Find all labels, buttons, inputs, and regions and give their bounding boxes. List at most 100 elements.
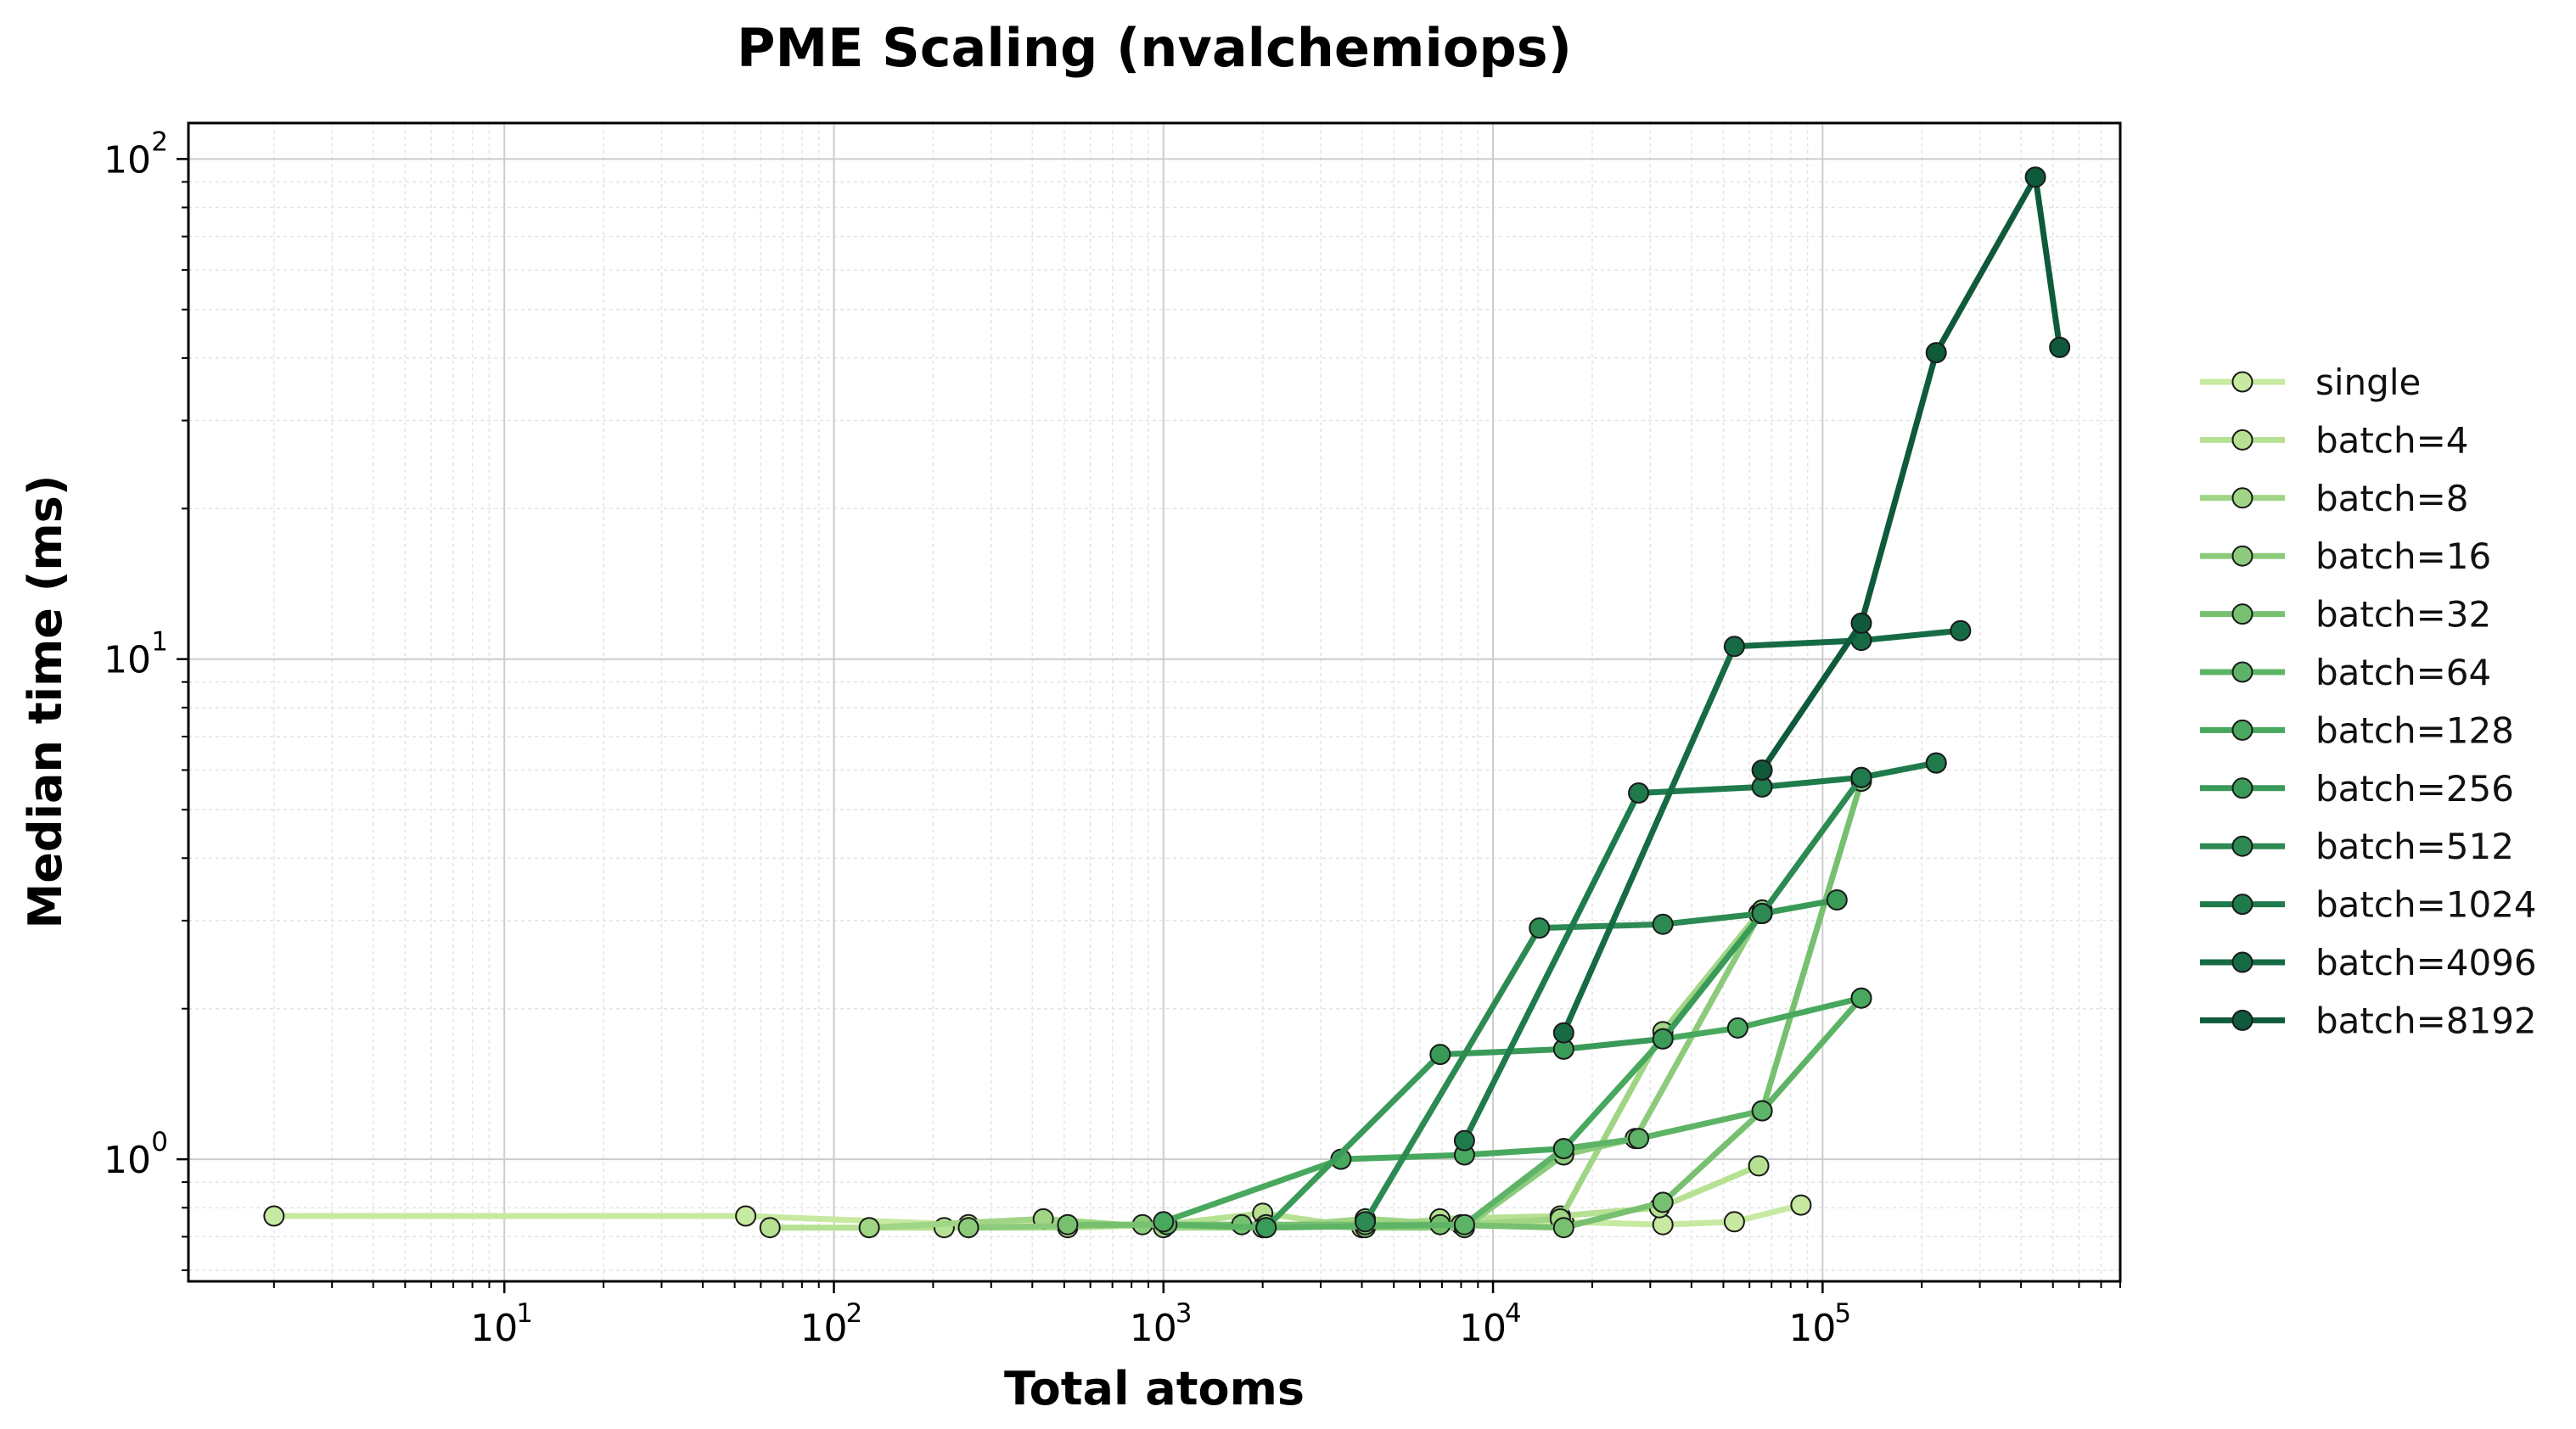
legend-item: batch=32 [2200, 594, 2491, 636]
legend-marker [2231, 371, 2253, 393]
legend-marker [2231, 429, 2253, 451]
plot-frame [187, 121, 2122, 1283]
legend-item: batch=4096 [2200, 942, 2537, 983]
series-layer [263, 166, 2071, 1239]
legend-label: batch=64 [2315, 652, 2491, 693]
legend-label: batch=1024 [2315, 884, 2537, 926]
x-tick-label-base: 10 [470, 1307, 518, 1350]
legend-item: batch=8 [2200, 478, 2469, 519]
chart-title: PME Scaling (nvalchemiops) [737, 17, 1572, 79]
y-tick-label: 210 [104, 126, 168, 182]
legend-item: batch=1024 [2200, 884, 2537, 926]
legend-label: batch=8192 [2315, 1000, 2537, 1041]
legend-marker [2231, 951, 2253, 973]
series-line [1263, 897, 1840, 1231]
legend-label: batch=16 [2315, 535, 2491, 577]
legend-label: batch=4 [2315, 419, 2469, 461]
x-tick-label-exponent: 1 [516, 1298, 533, 1329]
series-point [1255, 1217, 1277, 1239]
series-point [1751, 1100, 1773, 1122]
series-point [1751, 759, 1773, 781]
legend-marker [2231, 1009, 2253, 1031]
x-tick-label-base: 10 [1459, 1307, 1507, 1350]
series-line [1560, 627, 1964, 1036]
series-batch-8192 [1751, 166, 2071, 781]
series-point [1552, 1217, 1574, 1239]
y-axis-label: Median time (ms) [19, 475, 72, 929]
legend-label: batch=128 [2315, 709, 2514, 751]
series-point [1726, 1017, 1748, 1039]
x-tick-label-exponent: 2 [845, 1298, 862, 1329]
series-point [1429, 1044, 1451, 1066]
series-point [2049, 336, 2071, 358]
series-point [1628, 1128, 1650, 1150]
legend-item: batch=64 [2200, 652, 2491, 693]
legend-marker [2231, 894, 2253, 916]
legend-marker [2231, 719, 2253, 741]
y-tick-label-exponent: 1 [151, 627, 168, 658]
y-tick-label-base: 10 [104, 1139, 151, 1182]
legend-item: single [2200, 361, 2421, 403]
series-point [1652, 1028, 1674, 1050]
series-point [1723, 636, 1745, 658]
series-point [1652, 1213, 1674, 1236]
legend-marker [2231, 661, 2253, 683]
legend-item: batch=128 [2200, 709, 2514, 751]
legend-label: single [2315, 361, 2421, 403]
x-tick-label-exponent: 3 [1176, 1298, 1193, 1329]
series-point [1529, 917, 1551, 939]
series-batch-4096 [1552, 619, 1972, 1044]
series-point [1453, 1129, 1475, 1152]
y-tick-label-exponent: 2 [151, 126, 168, 157]
x-tick-label: 103 [1130, 1298, 1193, 1350]
y-tick-label-base: 10 [104, 138, 151, 182]
series-point [263, 1205, 285, 1227]
series-point [1652, 1191, 1674, 1213]
series-point [1453, 1213, 1475, 1236]
series-point [1790, 1194, 1812, 1216]
legend-label: batch=8 [2315, 478, 2469, 519]
x-tick-label-base: 10 [1130, 1307, 1177, 1350]
legend-item: batch=512 [2200, 826, 2514, 867]
series-point [1925, 342, 1947, 364]
series-point [1850, 612, 1872, 634]
series-point [1925, 752, 1947, 774]
series-point [1153, 1211, 1175, 1233]
legend-item: batch=16 [2200, 535, 2491, 577]
legend-label: batch=256 [2315, 768, 2514, 810]
y-tick-label-base: 10 [104, 639, 151, 682]
series-point [735, 1205, 757, 1227]
legend: single batch=4 batch=8 batch=16 batch=32 batc… [2200, 361, 2537, 1041]
series-point [1628, 782, 1650, 804]
series-point [1552, 1138, 1574, 1160]
y-tick-label: 110 [104, 627, 168, 682]
series-point [1950, 619, 1972, 642]
series-point [858, 1217, 880, 1239]
legend-item: batch=256 [2200, 768, 2514, 810]
legend-item: batch=8192 [2200, 1000, 2537, 1041]
legend-marker [2231, 777, 2253, 799]
legend-item: batch=4 [2200, 419, 2469, 461]
series-point [1850, 766, 1872, 788]
series-point [1552, 1022, 1574, 1044]
legend-marker [2231, 545, 2253, 567]
series-point [1850, 987, 1872, 1009]
x-tick-label-exponent: 4 [1505, 1298, 1522, 1329]
series-point [1652, 913, 1674, 935]
x-tick-label-base: 10 [800, 1307, 847, 1350]
x-axis-label: Total atoms [1004, 1362, 1305, 1415]
x-tick-label: 101 [470, 1298, 533, 1350]
series-point [1355, 1211, 1376, 1233]
series-point [957, 1217, 979, 1239]
y-tick-label: 010 [104, 1127, 168, 1182]
x-tick-label-exponent: 5 [1834, 1298, 1851, 1329]
legend-marker [2231, 487, 2253, 509]
series-point [1751, 903, 1773, 924]
x-tick-label: 105 [1788, 1298, 1851, 1350]
legend-marker [2231, 603, 2253, 625]
series-point [1057, 1213, 1079, 1236]
series-point [2024, 166, 2046, 188]
